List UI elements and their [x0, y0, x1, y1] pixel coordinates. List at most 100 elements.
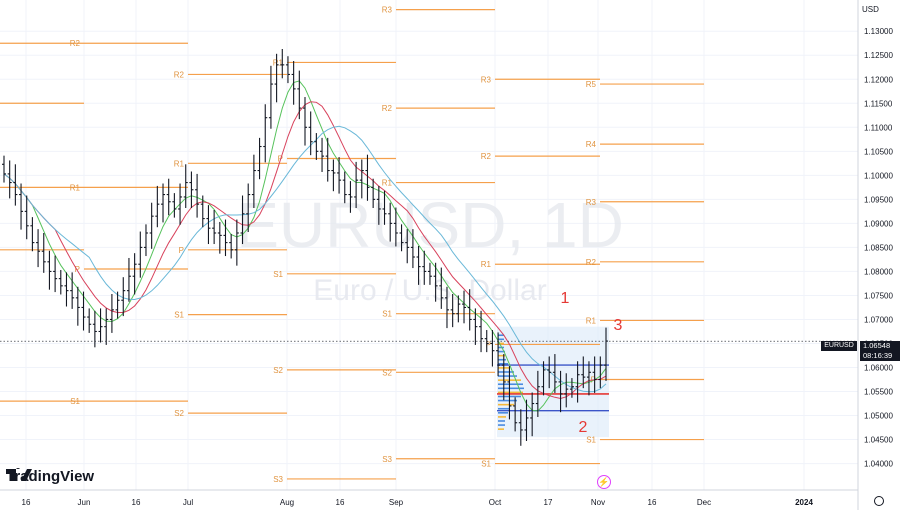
pivot-label: S1	[70, 397, 80, 406]
pivot-label: R1	[273, 58, 284, 67]
candle	[575, 361, 580, 403]
candle	[240, 195, 245, 245]
pivot-label: R4	[586, 140, 597, 149]
candle	[19, 183, 24, 230]
candle	[251, 154, 256, 209]
candle	[121, 277, 126, 317]
candle	[564, 373, 569, 408]
y-tick-label: 1.05000	[864, 412, 893, 421]
y-tick-label: 1.08500	[864, 243, 893, 252]
candle	[47, 250, 52, 290]
candle	[223, 219, 228, 257]
candle	[274, 53, 279, 103]
profile-bar	[498, 391, 523, 394]
candle	[291, 61, 296, 105]
candle	[359, 159, 364, 199]
candle	[325, 137, 330, 182]
candle	[354, 161, 359, 209]
candle	[376, 185, 381, 225]
pivot-label: S1	[273, 270, 283, 279]
profile-bar	[498, 424, 505, 426]
profile-bar	[498, 428, 504, 430]
candle	[320, 137, 325, 172]
annotation-label: 3	[614, 317, 623, 334]
annotation-label: 2	[579, 419, 588, 436]
candle	[410, 229, 415, 269]
candle	[569, 378, 574, 398]
candle	[155, 185, 160, 228]
y-tick-label: 1.12500	[864, 51, 893, 60]
y-tick-label: 1.10000	[864, 171, 893, 180]
candle	[217, 221, 222, 254]
profile-bar	[498, 416, 506, 418]
profile-bar	[498, 350, 505, 353]
profile-bar	[498, 358, 506, 361]
candle	[246, 183, 251, 233]
candle	[365, 154, 370, 201]
candle	[456, 295, 461, 323]
candle	[166, 178, 171, 216]
x-axis-ticks: 16 Jun 16 Jul Aug 16 Sep Oct 17 Nov 16 Dec 2024	[22, 498, 814, 507]
x-tick-label: 17	[544, 498, 553, 507]
pivot-label: R1	[481, 260, 492, 269]
candle	[172, 193, 177, 218]
pivot-label: R2	[174, 70, 185, 79]
candle	[439, 267, 444, 309]
profile-bar	[498, 403, 514, 406]
y-tick-label: 1.09500	[864, 195, 893, 204]
candle	[388, 202, 393, 242]
candle	[268, 65, 273, 129]
x-tick-label: 16	[336, 498, 345, 507]
candle	[58, 269, 63, 295]
candle	[501, 354, 506, 401]
candle	[348, 181, 353, 213]
y-tick-label: 1.11500	[864, 99, 893, 108]
pivot-label: R5	[586, 80, 597, 89]
lightning-icon[interactable]: ⚡	[597, 475, 611, 489]
pivot-label: R1	[382, 179, 393, 188]
price-axis-bg[interactable]	[858, 0, 900, 490]
candle	[263, 104, 268, 163]
candle	[149, 202, 154, 249]
profile-bar	[498, 407, 510, 410]
moving-average-line	[3, 125, 607, 393]
pivot-label: S1	[382, 310, 392, 319]
tradingview-logo[interactable]: TradingView	[6, 468, 94, 485]
candle	[109, 294, 114, 333]
candle	[507, 366, 512, 420]
y-tick-label: 1.13000	[864, 27, 893, 36]
x-tick-label: 16	[648, 498, 657, 507]
candle	[195, 173, 200, 218]
candle	[30, 217, 35, 252]
candle	[280, 49, 285, 79]
candle	[36, 229, 41, 268]
candle	[138, 231, 143, 278]
candle	[183, 164, 188, 209]
candle	[70, 272, 75, 309]
candle	[24, 195, 29, 240]
currency-selector[interactable]: USD	[862, 5, 879, 14]
pivot-label: S1	[174, 311, 184, 320]
y-tick-label: 1.07000	[864, 315, 893, 324]
candle	[285, 56, 290, 84]
x-tick-label: Jun	[78, 498, 91, 507]
candle	[547, 356, 552, 389]
candle	[496, 332, 501, 377]
bar-countdown: 08:16:39	[863, 351, 893, 360]
candle	[81, 291, 86, 331]
candle	[479, 310, 484, 353]
candle	[303, 97, 307, 146]
y-tick-label: 1.09000	[864, 219, 893, 228]
candle	[178, 183, 183, 225]
candle	[104, 308, 109, 345]
settings-icon[interactable]	[874, 496, 884, 506]
profile-bar	[498, 354, 505, 357]
candle	[592, 356, 597, 393]
candle	[75, 286, 80, 326]
candle	[598, 356, 603, 389]
profile-bar	[498, 338, 504, 341]
candle	[143, 224, 148, 257]
candle	[444, 286, 449, 329]
